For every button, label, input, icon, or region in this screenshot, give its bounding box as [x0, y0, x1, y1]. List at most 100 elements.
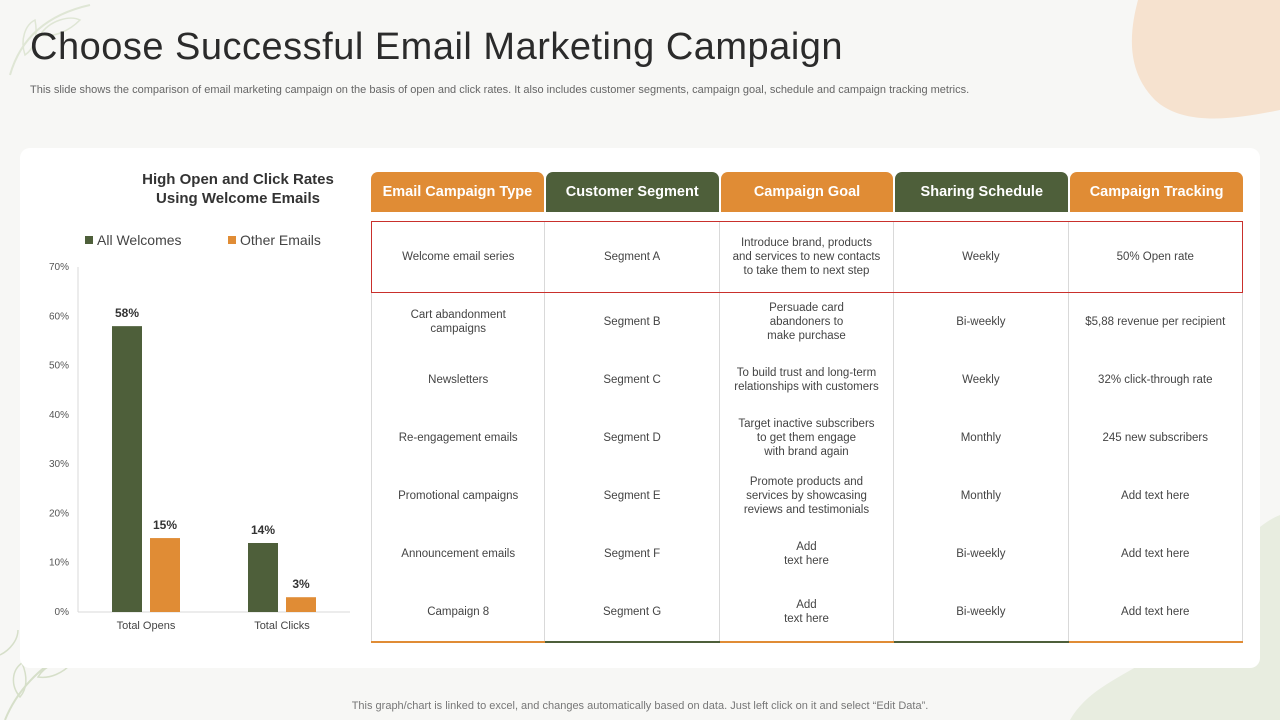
table-cell-text: Segment C — [603, 374, 661, 386]
table-cell: $5,88 revenue per recipient — [1069, 293, 1243, 351]
table-cell: Introduce brand, products and services t… — [720, 221, 895, 293]
table-cell: Monthly — [894, 409, 1069, 467]
table-cell: Add text here — [720, 525, 895, 583]
table-cell: Add text here — [720, 583, 895, 641]
table-cell-text: Promote products and services by showcas… — [743, 476, 870, 516]
table-cell-text: 32% click-through rate — [1098, 374, 1213, 386]
table-cell: Segment B — [545, 293, 720, 351]
table-cell: Promotional campaigns — [371, 467, 546, 525]
bar — [150, 538, 180, 612]
x-tick-label: Total Opens — [117, 620, 176, 632]
table-cell-text: Weekly — [962, 251, 1000, 263]
table-cell-text: Announcement emails — [401, 548, 516, 560]
campaign-table: Email Campaign Type Customer Segment Campa… — [371, 172, 1243, 643]
table-cell-text: Bi-weekly — [956, 316, 1006, 328]
table-cell: Promote products and services by showcas… — [720, 467, 895, 525]
table-row: Cart abandonment campaigns Segment B Persu… — [371, 293, 1243, 351]
table-cell-text: Segment D — [603, 432, 661, 444]
table-cell-text: Weekly — [962, 374, 1000, 386]
legend-swatch — [85, 236, 93, 244]
data-label: 3% — [292, 577, 310, 591]
table-cell: Segment G — [545, 583, 720, 641]
footer-note: This graph/chart is linked to excel, and… — [351, 700, 929, 712]
table-cell: Segment D — [545, 409, 720, 467]
table-cell-text: Promotional campaigns — [398, 490, 519, 502]
chart-title-line-2: Using Welcome Emails — [156, 190, 320, 207]
table-cell-text: 50% Open rate — [1116, 251, 1194, 263]
y-tick-label: 10% — [49, 558, 69, 569]
table-cell-text: Monthly — [960, 432, 1001, 444]
table-row: Welcome email series Segment A Introduce b… — [371, 221, 1243, 293]
table-cell: 32% click-through rate — [1069, 351, 1243, 409]
table-cell-text: $5,88 revenue per recipient — [1085, 316, 1226, 328]
column-header: Customer Segment — [545, 172, 719, 212]
table-cell: 245 new subscribers — [1069, 409, 1243, 467]
table-cell: Bi-weekly — [894, 583, 1069, 641]
table-cell-text: Re-engagement emails — [398, 432, 518, 444]
table-cell-text: Target inactive subscribers to get them … — [738, 418, 875, 458]
table-cell-text: To build trust and long-term relationshi… — [734, 367, 879, 393]
bar — [112, 326, 142, 612]
data-label: 14% — [251, 523, 275, 537]
table-cell-text: Add text here — [1121, 606, 1190, 618]
table-row: Promotional campaigns Segment E Promote pr… — [371, 467, 1243, 525]
table-cell: Persuade card abandoners to make purchas… — [720, 293, 895, 351]
table-cell: Segment A — [545, 221, 720, 293]
table-cell-text: Campaign 8 — [427, 606, 490, 618]
table-cell: Add text here — [1069, 467, 1243, 525]
page-subtitle: This slide shows the comparison of email… — [30, 84, 970, 96]
decorative-blob-top-right — [1131, 0, 1280, 119]
table-bottom-line — [371, 641, 1243, 643]
bar-chart[interactable]: All Welcomes Other Emails 0% 10% 20% 30% 40% 50… — [40, 228, 360, 638]
table-row: Announcement emails Segment F Add text her… — [371, 525, 1243, 583]
table-cell: Newsletters — [371, 351, 546, 409]
table-cell: Segment F — [545, 525, 720, 583]
table-cell: Add text here — [1069, 525, 1243, 583]
table-cell-text: Cart abandonment campaigns — [410, 309, 506, 335]
table-cell-text: 245 new subscribers — [1102, 432, 1208, 444]
column-header: Email Campaign Type — [371, 172, 544, 212]
table-cell-text: Persuade card abandoners to make purchas… — [767, 302, 846, 342]
table-cell-text: Bi-weekly — [956, 606, 1006, 618]
table-cell: Bi-weekly — [894, 525, 1069, 583]
table-cell: Campaign 8 — [371, 583, 546, 641]
column-header: Campaign Goal — [720, 172, 894, 212]
table-cell-text: Bi-weekly — [956, 548, 1006, 560]
table-cell: Announcement emails — [371, 525, 546, 583]
table-cell: Weekly — [894, 351, 1069, 409]
table-cell-text: Add text here — [1121, 548, 1190, 560]
table-row: Newsletters Segment C To build trust and l… — [371, 351, 1243, 409]
chart-title-line-1: High Open and Click Rates — [142, 171, 334, 188]
data-label: 15% — [153, 518, 177, 532]
y-tick-label: 70% — [49, 262, 69, 273]
table-header-row: Email Campaign Type Customer Segment Campa… — [371, 172, 1243, 212]
bar — [248, 543, 278, 612]
table-cell: Re-engagement emails — [371, 409, 546, 467]
chart-title: High Open and Click Rates Using Welcome … — [78, 170, 398, 208]
legend-label: Other Emails — [240, 232, 321, 248]
legend-label: All Welcomes — [97, 232, 182, 248]
table-cell-text: Segment G — [603, 606, 662, 618]
table-cell: Welcome email series — [371, 221, 546, 293]
y-tick-label: 60% — [49, 311, 69, 322]
table-cell: Target inactive subscribers to get them … — [720, 409, 895, 467]
table-cell: Monthly — [894, 467, 1069, 525]
column-header: Sharing Schedule — [895, 172, 1069, 212]
content-card — [20, 148, 1260, 668]
table-cell-text: Newsletters — [428, 374, 489, 386]
legend-swatch — [228, 236, 236, 244]
table-row: Re-engagement emails Segment D Target inac… — [371, 409, 1243, 467]
y-tick-label: 0% — [55, 607, 70, 618]
table-row: Campaign 8 Segment G Add text here Bi-weekl… — [371, 583, 1243, 641]
y-tick-label: 50% — [49, 361, 69, 372]
table-cell-text: Segment A — [603, 251, 661, 263]
table-cell-text: Segment F — [603, 548, 661, 560]
table-body: Welcome email series Segment A Introduce b… — [371, 221, 1243, 641]
table-cell-text: Add text here — [784, 599, 829, 625]
table-cell-text: Add text here — [784, 541, 829, 567]
table-cell: Segment C — [545, 351, 720, 409]
y-tick-label: 20% — [49, 508, 69, 519]
table-cell-text: Segment B — [603, 316, 661, 328]
table-cell: Bi-weekly — [894, 293, 1069, 351]
x-tick-label: Total Clicks — [254, 620, 310, 632]
